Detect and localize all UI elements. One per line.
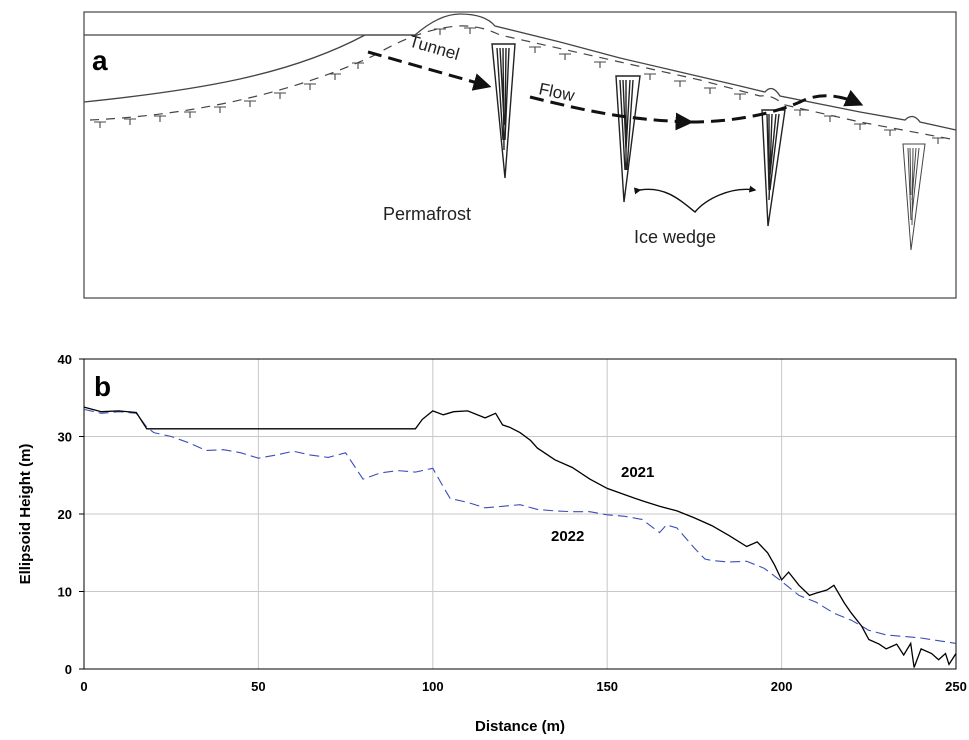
ice-wedge-2 — [615, 75, 641, 203]
series-line-2021 — [83, 406, 957, 668]
ice-wedge-pointer — [633, 185, 757, 213]
y-tick-label: 10 — [58, 585, 72, 600]
ice-wedge-4 — [902, 143, 926, 251]
panel-b: 0 50 100 150 200 250 0 10 20 30 40 b 2021 2022 Di… — [17, 352, 967, 735]
y-tick-label: 40 — [58, 352, 72, 367]
panel-b-letter: b — [94, 371, 111, 402]
permafrost-table — [89, 25, 957, 141]
series-label-2021: 2021 — [621, 464, 654, 481]
series-line-2022 — [83, 408, 957, 644]
series-label-2022: 2022 — [551, 528, 584, 545]
x-tick-label: 250 — [945, 679, 967, 694]
x-axis-title: Distance (m) — [475, 718, 565, 735]
x-tick-label: 100 — [422, 679, 444, 694]
ground-surface — [83, 13, 957, 131]
permafrost-ticks — [94, 27, 944, 144]
chart-series — [83, 406, 957, 668]
y-tick-label: 20 — [58, 507, 72, 522]
x-tick-label: 0 — [80, 679, 87, 694]
panel-a-letter: a — [92, 45, 108, 76]
x-axis-ticks: 0 50 100 150 200 250 — [80, 679, 966, 694]
x-tick-label: 200 — [771, 679, 793, 694]
y-tick-label: 0 — [65, 662, 72, 677]
tunnel-flow-arrow-3 — [689, 89, 864, 124]
ice-wedge-label: Ice wedge — [634, 227, 716, 247]
x-tick-label: 50 — [251, 679, 265, 694]
y-tick-label: 30 — [58, 430, 72, 445]
chart-grid — [83, 358, 957, 670]
y-axis-ticks: 0 10 20 30 40 — [58, 352, 84, 677]
panel-a-frame — [83, 11, 957, 299]
y-axis-title: Ellipsoid Height (m) — [17, 444, 34, 585]
ice-wedge-1 — [491, 43, 516, 179]
panel-a: a Tunnel Flow Permafrost Ice wedge — [83, 11, 957, 299]
permafrost-label: Permafrost — [383, 204, 471, 224]
x-tick-label: 150 — [596, 679, 618, 694]
